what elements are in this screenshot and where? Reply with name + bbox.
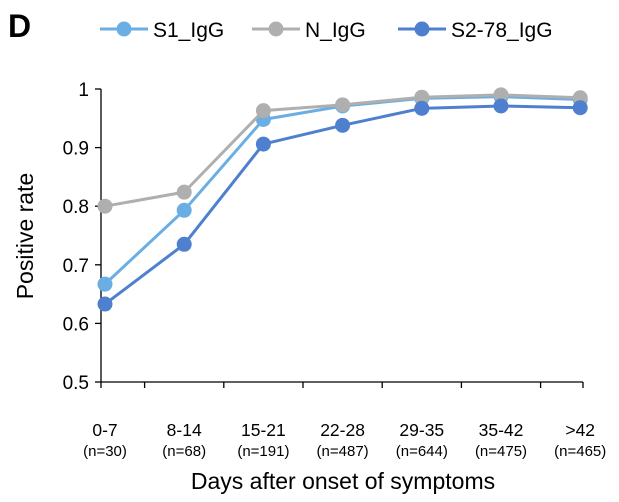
panel-letter: D (8, 8, 31, 44)
data-point (493, 98, 509, 114)
y-axis: 0.5 0.6 0.7 0.8 0.9 1 (63, 80, 102, 394)
y-tick-label: 0.5 (63, 373, 89, 394)
legend-label: S2-78_IgG (451, 19, 553, 42)
y-tick-label: 0.8 (63, 197, 89, 218)
x-tick-label: 22-28 (320, 420, 365, 440)
legend-marker (116, 21, 132, 37)
data-point (176, 184, 192, 200)
legend-item: S2-78_IgG (398, 19, 553, 42)
x-tick-count-label: (n=68) (162, 443, 206, 460)
series-N_IgG (97, 87, 588, 214)
x-tick-label: 0-7 (92, 420, 117, 440)
data-point (414, 100, 430, 116)
x-axis: 0-7 (n=30) 8-14 (n=68) 15-21 (n=191) 22-28 (n=4… (83, 381, 606, 460)
data-point (255, 103, 271, 119)
y-tick-label: 0.6 (63, 314, 89, 335)
data-point (335, 97, 351, 113)
x-tick-label: 8-14 (167, 420, 202, 440)
data-point (176, 236, 192, 252)
x-tick-count-label: (n=191) (237, 443, 289, 460)
series-line (104, 104, 581, 306)
data-point (572, 100, 588, 116)
legend-item: S1_IgG (100, 19, 224, 42)
legend-label: S1_IgG (153, 19, 224, 42)
x-tick-count-label: (n=644) (396, 443, 448, 460)
data-point (255, 136, 271, 152)
data-point (335, 117, 351, 133)
legend-item: N_IgG (252, 19, 366, 42)
plot-area (97, 87, 588, 312)
legend-label: N_IgG (305, 19, 366, 42)
x-tick-count-label: (n=465) (554, 443, 606, 460)
x-tick-label: >42 (565, 420, 595, 440)
x-tick-count-label: (n=475) (475, 443, 527, 460)
x-axis-label: Days after onset of symptoms (191, 468, 495, 494)
legend: S1_IgG N_IgG S2-78_IgG (100, 19, 553, 42)
data-point (176, 202, 192, 218)
data-point (97, 276, 113, 292)
x-tick-count-label: (n=30) (83, 443, 127, 460)
y-tick-label: 1 (78, 80, 89, 101)
x-tick-count-label: (n=487) (317, 443, 369, 460)
y-axis-label: Positive rate (12, 173, 38, 300)
y-tick-label: 0.9 (63, 139, 89, 160)
y-tick-label: 0.7 (63, 256, 89, 277)
data-point (97, 198, 113, 214)
series-S2-78_IgG (97, 98, 588, 312)
data-point (414, 89, 430, 105)
legend-marker (414, 21, 430, 37)
data-point (493, 87, 509, 103)
x-tick-label: 29-35 (399, 420, 444, 440)
legend-marker (268, 21, 284, 37)
x-tick-label: 15-21 (241, 420, 286, 440)
x-tick-label: 35-42 (479, 420, 524, 440)
data-point (97, 296, 113, 312)
